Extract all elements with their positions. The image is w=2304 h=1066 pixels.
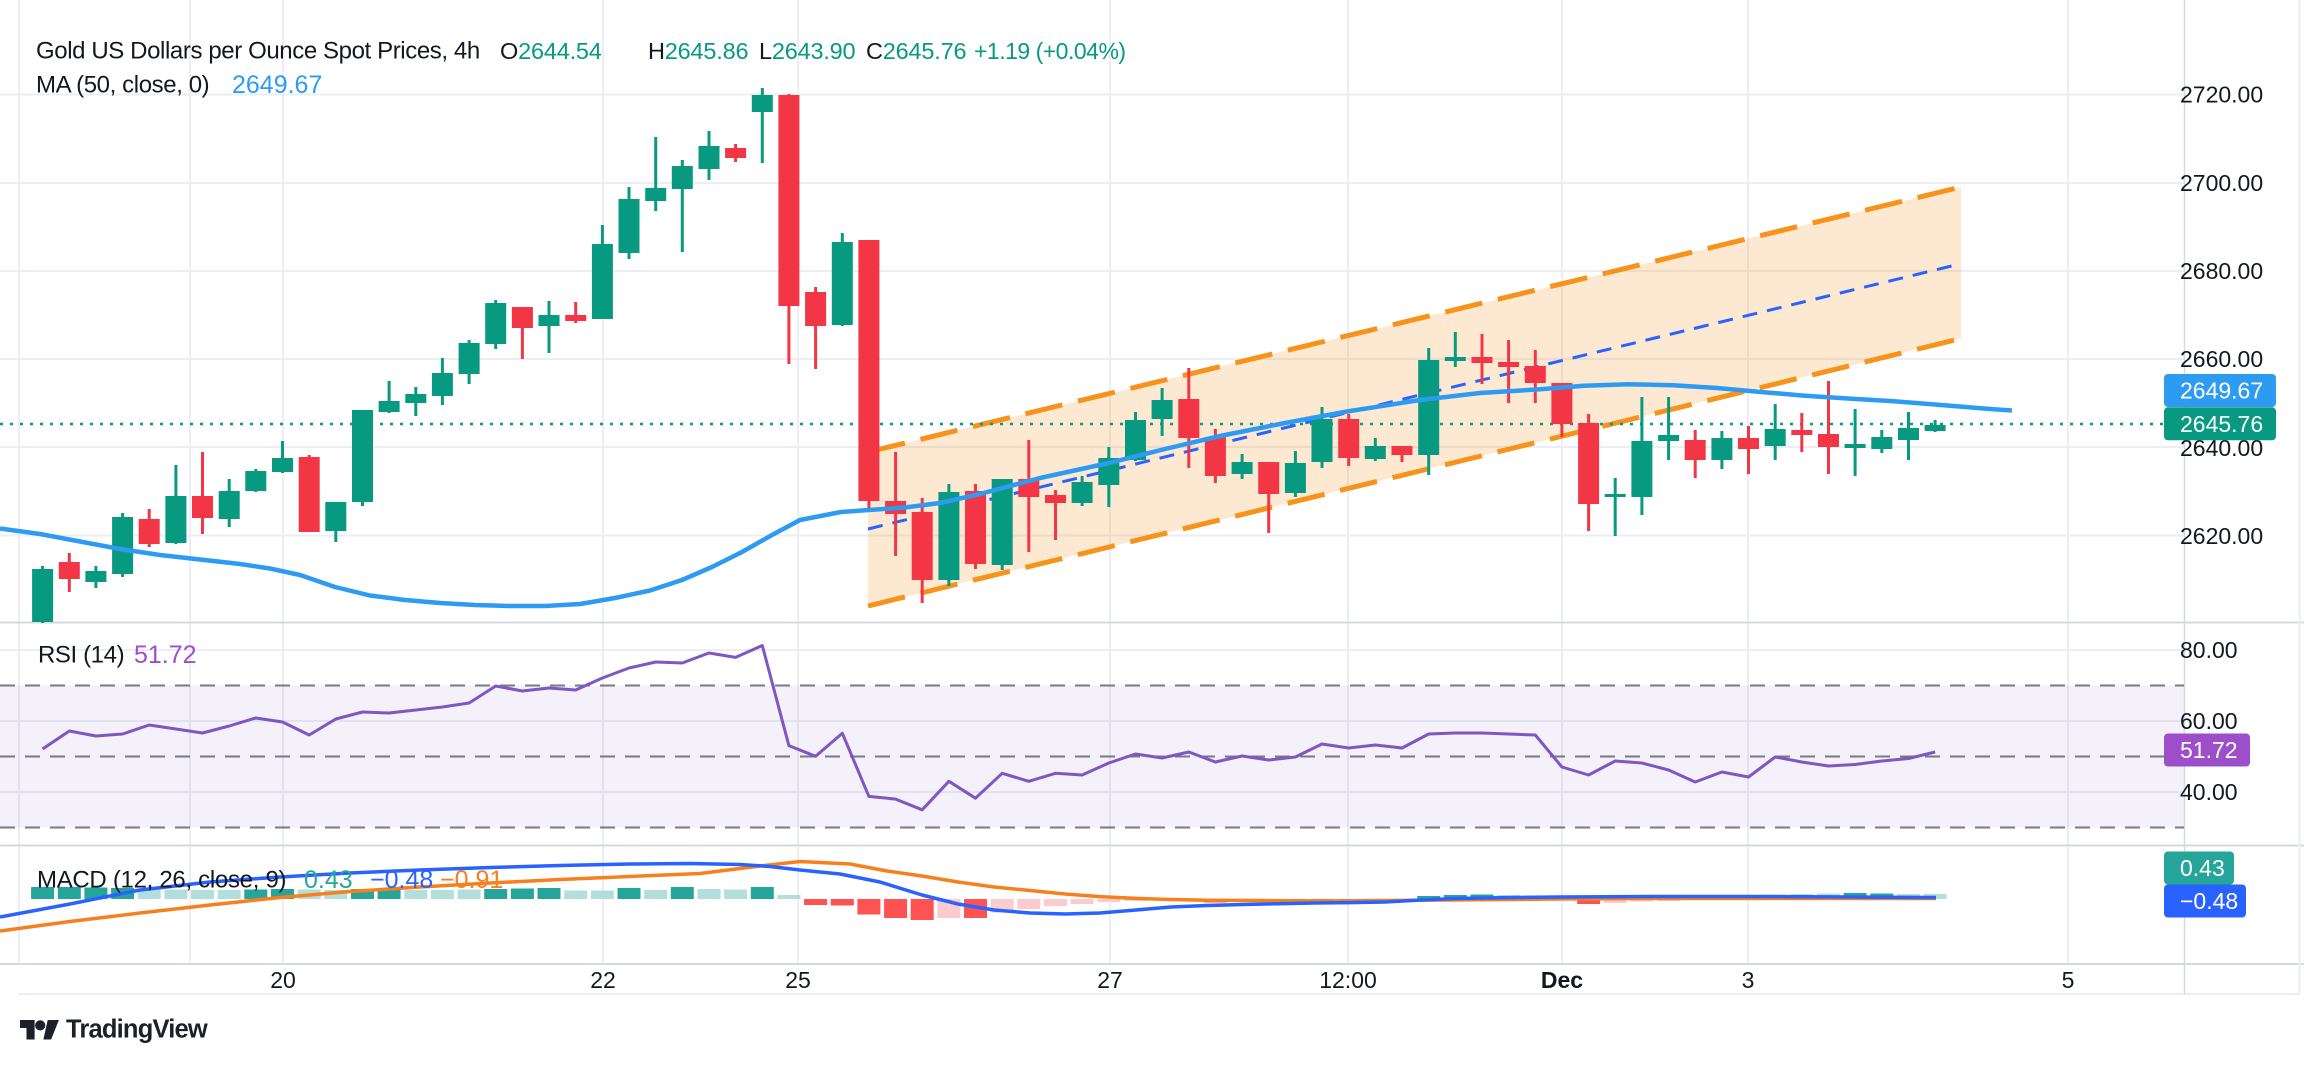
svg-text:−0.48: −0.48 bbox=[370, 866, 433, 894]
svg-text:51.72: 51.72 bbox=[2180, 737, 2238, 763]
svg-text:L2643.90: L2643.90 bbox=[759, 38, 856, 64]
svg-text:2660.00: 2660.00 bbox=[2180, 346, 2263, 372]
svg-text:H2645.86: H2645.86 bbox=[648, 38, 748, 64]
svg-text:−0.48: −0.48 bbox=[2180, 888, 2238, 914]
svg-text:RSI (14): RSI (14) bbox=[38, 642, 124, 669]
svg-text:+1.19 (+0.04%): +1.19 (+0.04%) bbox=[974, 38, 1126, 64]
svg-text:2700.00: 2700.00 bbox=[2180, 170, 2263, 196]
svg-text:60.00: 60.00 bbox=[2180, 708, 2238, 734]
svg-text:C2645.76: C2645.76 bbox=[866, 38, 966, 64]
svg-text:22: 22 bbox=[590, 967, 616, 993]
svg-text:12:00: 12:00 bbox=[1319, 967, 1377, 993]
svg-text:MACD (12, 26, close, 9): MACD (12, 26, close, 9) bbox=[37, 867, 286, 894]
svg-text:20: 20 bbox=[270, 967, 296, 993]
svg-text:TradingView: TradingView bbox=[66, 1016, 208, 1044]
svg-text:2649.67: 2649.67 bbox=[2180, 378, 2263, 404]
svg-text:2649.67: 2649.67 bbox=[232, 71, 322, 99]
svg-text:0.43: 0.43 bbox=[304, 866, 353, 894]
svg-text:Dec: Dec bbox=[1541, 967, 1583, 993]
svg-text:−0.91: −0.91 bbox=[440, 866, 503, 894]
svg-text:2720.00: 2720.00 bbox=[2180, 82, 2263, 108]
svg-text:0.43: 0.43 bbox=[2180, 855, 2225, 881]
svg-text:51.72: 51.72 bbox=[134, 641, 197, 669]
svg-text:25: 25 bbox=[785, 967, 811, 993]
svg-text:3: 3 bbox=[1742, 967, 1755, 993]
svg-text:2680.00: 2680.00 bbox=[2180, 258, 2263, 284]
svg-text:2645.76: 2645.76 bbox=[2180, 411, 2263, 437]
svg-text:27: 27 bbox=[1097, 967, 1123, 993]
svg-text:Gold US Dollars per Ounce Spot: Gold US Dollars per Ounce Spot Prices, 4… bbox=[36, 38, 480, 65]
svg-text:40.00: 40.00 bbox=[2180, 779, 2238, 805]
svg-text:2620.00: 2620.00 bbox=[2180, 523, 2263, 549]
svg-text:MA (50, close, 0): MA (50, close, 0) bbox=[36, 72, 209, 99]
svg-text:5: 5 bbox=[2062, 967, 2075, 993]
svg-text:O2644.54: O2644.54 bbox=[500, 38, 602, 64]
svg-text:80.00: 80.00 bbox=[2180, 637, 2238, 663]
